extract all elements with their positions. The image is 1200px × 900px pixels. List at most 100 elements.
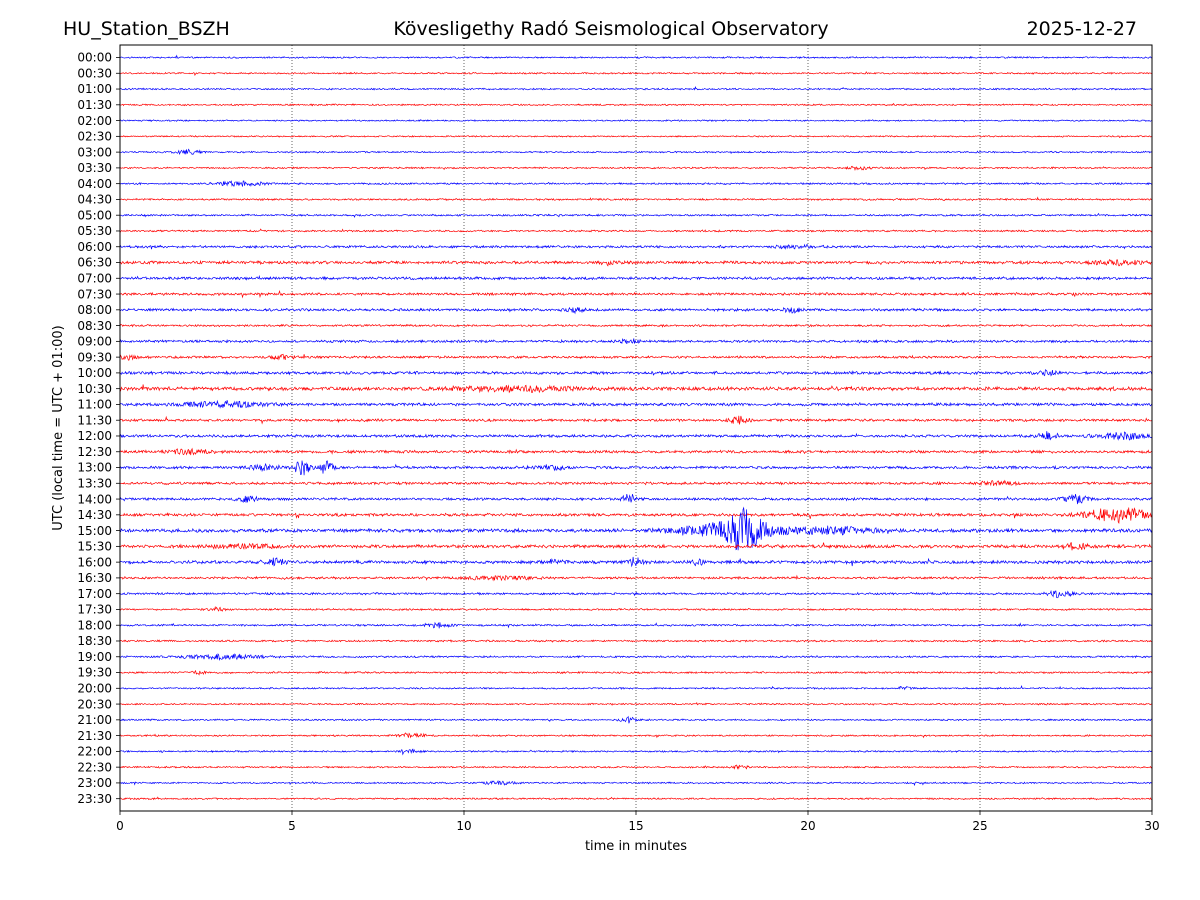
row-label: 10:00	[77, 366, 112, 380]
row-label: 05:00	[77, 208, 112, 222]
row-label: 02:30	[77, 130, 112, 144]
row-label: 17:30	[77, 603, 112, 617]
trace-0730	[119, 290, 1153, 299]
trace-0130	[119, 102, 1152, 107]
row-label: 18:00	[77, 618, 112, 632]
row-label: 11:00	[77, 398, 112, 412]
trace-0330	[119, 165, 1153, 171]
trace-2330	[119, 796, 1152, 801]
row-label: 00:00	[77, 51, 112, 65]
plot-frame	[119, 44, 1153, 812]
row-label: 11:30	[77, 413, 112, 427]
trace-1000	[119, 369, 1153, 377]
trace-1630	[119, 574, 1152, 582]
trace-2300	[119, 779, 1152, 787]
row-label: 00:30	[77, 66, 112, 80]
trace-0000	[119, 54, 1152, 60]
row-label: 15:30	[77, 540, 112, 554]
trace-0400	[119, 180, 1153, 187]
trace-0430	[119, 196, 1152, 202]
row-label: 09:30	[77, 350, 112, 364]
trace-1130	[119, 415, 1152, 425]
row-label: 16:30	[77, 571, 112, 585]
trace-1530	[119, 542, 1152, 551]
row-label: 12:00	[77, 429, 112, 443]
trace-1800	[119, 621, 1153, 629]
trace-1830	[119, 639, 1152, 643]
trace-0100	[119, 85, 1153, 91]
row-label: 14:30	[77, 508, 112, 522]
x-tick-label: 5	[288, 819, 296, 833]
row-label: 20:00	[77, 682, 112, 696]
trace-0230	[119, 134, 1152, 139]
trace-1230	[119, 447, 1152, 456]
trace-1930	[119, 669, 1153, 676]
x-tick-label: 10	[456, 819, 471, 833]
trace-1200	[119, 431, 1153, 441]
row-label: 17:00	[77, 587, 112, 601]
row-label: 06:00	[77, 240, 112, 254]
row-label: 16:00	[77, 555, 112, 569]
observatory-title: Kövesligethy Radó Seismological Observat…	[393, 18, 828, 40]
x-tick-label: 20	[800, 819, 815, 833]
row-label: 10:30	[77, 382, 112, 396]
row-label: 01:30	[77, 98, 112, 112]
row-label: 13:00	[77, 461, 112, 475]
x-tick-label: 25	[972, 819, 987, 833]
row-label: 21:00	[77, 713, 112, 727]
row-label: 04:00	[77, 177, 112, 191]
row-label: 08:30	[77, 319, 112, 333]
row-label: 21:30	[77, 729, 112, 743]
trace-0700	[119, 274, 1152, 281]
trace-0500	[119, 212, 1153, 219]
trace-1900	[119, 653, 1152, 661]
row-label: 22:00	[77, 745, 112, 759]
trace-0830	[119, 323, 1153, 328]
chart-date: 2025-12-27	[1027, 18, 1137, 40]
x-tick-label: 30	[1144, 819, 1159, 833]
trace-1400	[119, 493, 1153, 505]
row-label: 19:00	[77, 650, 112, 664]
trace-2200	[119, 748, 1153, 756]
row-label: 20:30	[77, 697, 112, 711]
trace-1500	[119, 506, 1153, 551]
seismogram-traces	[119, 54, 1153, 801]
x-axis-ticks: 0 5 10 15 20 25 30	[116, 811, 1160, 833]
station-name: HU_Station_BSZH	[63, 18, 230, 40]
row-label: 13:30	[77, 476, 112, 490]
trace-2030	[119, 701, 1152, 706]
row-label: 03:00	[77, 145, 112, 159]
row-label: 01:00	[77, 82, 112, 96]
row-label: 09:00	[77, 335, 112, 349]
trace-0630	[119, 258, 1152, 267]
row-label: 07:00	[77, 271, 112, 285]
trace-1330	[119, 479, 1152, 487]
row-label: 14:00	[77, 492, 112, 506]
row-label: 19:30	[77, 666, 112, 680]
trace-0800	[119, 306, 1152, 315]
row-label: 22:30	[77, 760, 112, 774]
trace-0030	[119, 71, 1153, 76]
trace-1100	[119, 399, 1153, 409]
trace-0300	[119, 148, 1152, 156]
trace-1730	[119, 605, 1152, 612]
x-tick-label: 0	[116, 819, 124, 833]
row-label: 06:30	[77, 256, 112, 270]
trace-2000	[119, 685, 1152, 691]
row-label: 18:30	[77, 634, 112, 648]
row-label: 15:00	[77, 524, 112, 538]
x-tick-label: 15	[628, 819, 643, 833]
y-axis-label: UTC (local time = UTC + 01:00)	[51, 325, 66, 530]
trace-0200	[119, 118, 1152, 123]
trace-1030	[119, 384, 1153, 394]
trace-1700	[119, 589, 1153, 599]
row-label: 23:30	[77, 792, 112, 806]
row-label: 12:30	[77, 445, 112, 459]
trace-0600	[119, 243, 1153, 250]
row-label: 07:30	[77, 287, 112, 301]
trace-1600	[119, 556, 1153, 568]
row-label: 23:00	[77, 776, 112, 790]
row-label: 05:30	[77, 224, 112, 238]
